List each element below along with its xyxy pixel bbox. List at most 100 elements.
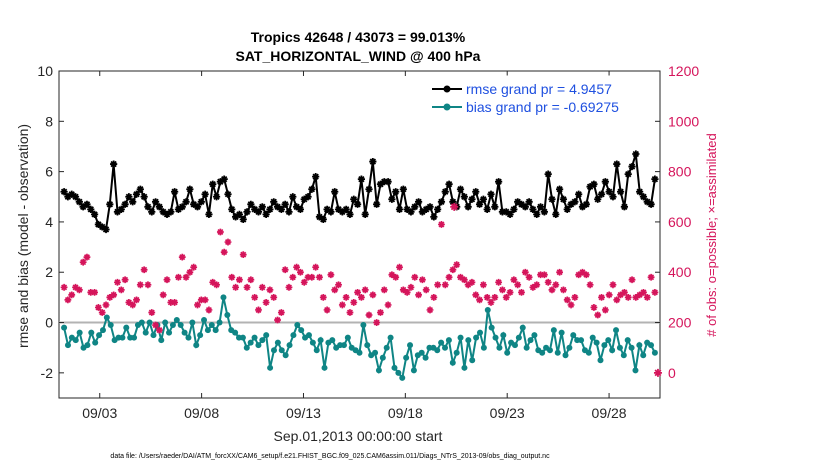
data-point [239,215,247,224]
data-point [102,301,110,309]
data-point [521,268,529,276]
data-point [414,198,423,206]
data-point [529,205,537,213]
data-point [519,324,526,331]
data-point [624,293,632,301]
data-point [110,160,118,168]
data-point [159,291,167,299]
y-right-tick-label: 1200 [668,63,699,79]
data-point [418,276,426,284]
data-point [285,208,293,216]
data-point [228,273,236,281]
data-point [479,281,487,289]
data-point [316,273,323,281]
data-point [511,342,518,349]
legend-box [423,75,655,121]
data-point [601,306,609,314]
data-point [163,276,171,284]
data-point [175,273,182,281]
data-point [407,208,415,216]
data-point [578,337,585,344]
data-point [75,198,83,206]
data-point [510,205,518,213]
data-point [300,278,308,286]
data-point [594,311,602,319]
data-point [197,198,205,206]
data-point [383,344,390,351]
data-point [533,281,541,289]
data-point [247,339,254,346]
data-point [445,273,453,281]
y-axis-right-label: # of obs: o=possible; ×=assimilated [704,133,719,336]
data-point [527,337,534,344]
data-point [465,337,472,344]
data-point [209,180,217,188]
y-right-tick-label: 400 [668,264,692,280]
data-point [255,342,262,349]
data-point [282,352,289,359]
data-point [162,319,169,326]
data-point [601,178,609,186]
data-point [518,288,525,296]
data-point [290,332,297,339]
data-point [636,342,643,349]
data-point [274,339,281,346]
data-point [373,200,381,208]
data-point [177,322,184,329]
data-point [651,349,658,356]
data-point [492,334,499,341]
data-point [346,309,354,316]
data-point [361,210,369,218]
data-point [308,273,316,281]
data-point [598,293,605,301]
data-point [289,273,297,281]
data-point [185,334,192,341]
data-point [358,293,365,301]
data-point [453,349,460,356]
data-point [293,263,301,271]
x-axis: 09/03 09/08 09/13 09/18 09/23 09/28 [82,71,627,421]
data-point [521,203,529,211]
y-tick-label: 6 [45,164,53,180]
data-point [224,311,231,318]
data-point [601,342,608,349]
data-point [304,193,312,201]
data-point [201,317,208,324]
data-point [651,175,659,183]
data-point [305,332,312,339]
data-point [438,339,445,346]
data-point [647,273,655,281]
data-point [182,273,190,281]
data-point [274,316,281,324]
data-point [317,337,324,344]
data-point [194,301,201,309]
data-point [589,334,596,341]
data-point [422,354,429,361]
data-point [438,221,445,228]
data-point [640,352,647,359]
y-tick-label: 4 [45,214,53,230]
data-point [484,306,491,313]
data-point [329,337,336,344]
data-point [563,205,571,213]
data-point [296,205,305,213]
data-point [609,193,617,201]
data-point [403,354,410,361]
data-point [107,322,114,329]
data-point [434,281,442,289]
data-point [342,205,350,213]
data-point [216,228,224,236]
data-point [457,334,464,341]
data-point [582,271,590,279]
data-point [232,283,240,291]
data-point [205,306,213,314]
data-point [550,327,557,334]
data-point [379,354,386,361]
data-point [609,347,616,354]
data-point [342,293,350,301]
data-point [453,261,461,269]
data-point [262,210,270,218]
data-point [364,342,371,349]
data-point [504,349,511,356]
data-point [395,369,402,376]
